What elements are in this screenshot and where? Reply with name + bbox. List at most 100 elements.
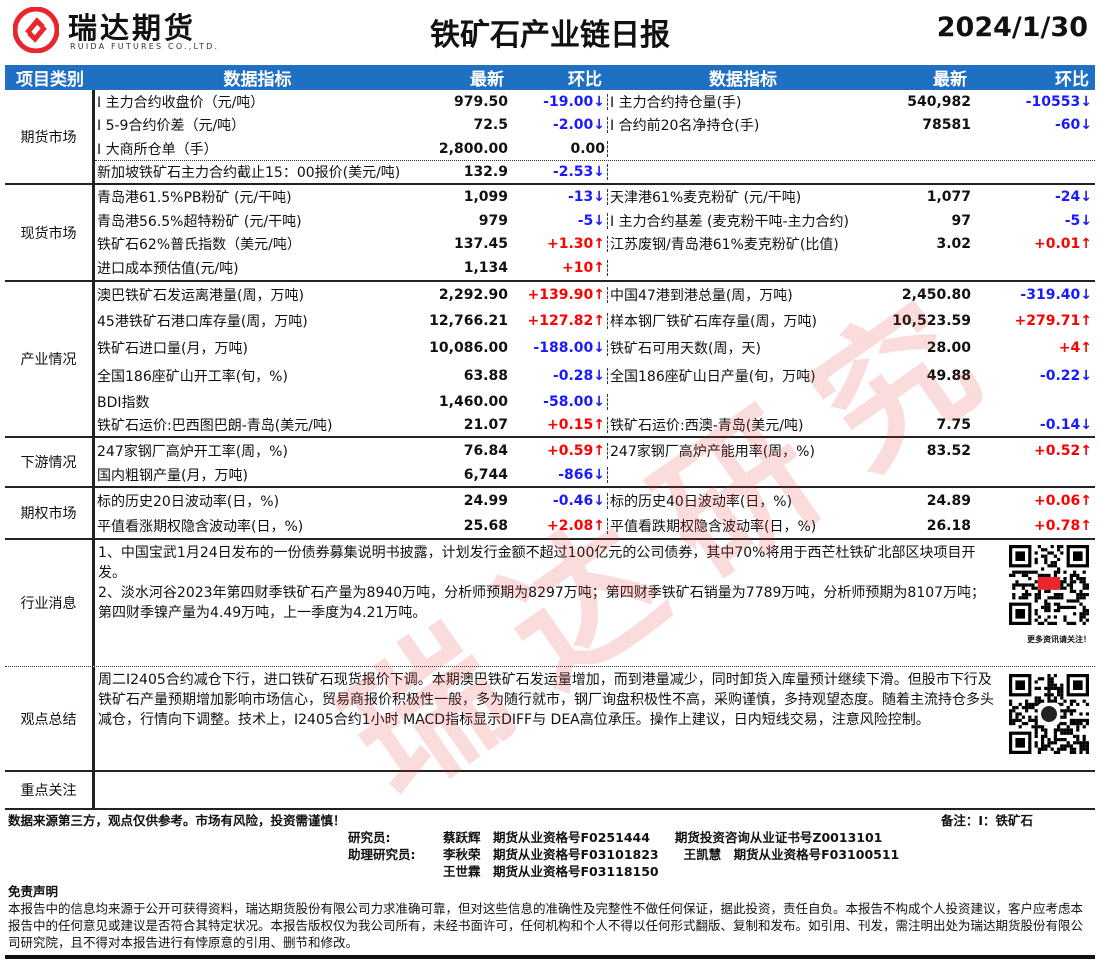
latest-value: 6,744 xyxy=(463,466,508,483)
indicator-name-2: 江苏废钢/青岛港61%麦克粉矿(比值) xyxy=(610,236,839,253)
change-value-2: +0.01↑ xyxy=(1033,235,1092,252)
change-value-2: -10553↓ xyxy=(1025,93,1092,110)
section-industry: 产业情况 澳巴铁矿石发运离港量(周，万吨) 2,292.90 +139.90↑ 中国47… xyxy=(5,282,1095,438)
table-row: I 大商所仓单（手） 2,800.00 0.00 xyxy=(95,137,1095,160)
latest-value: 63.88 xyxy=(463,368,508,384)
category-label: 下游情况 xyxy=(5,438,95,486)
latest-value-2: 26.18 xyxy=(926,517,971,534)
indicator-name-2: 全国186座矿山日产量(旬，万吨) xyxy=(610,369,816,385)
indicator-name: 青岛港56.5%超特粉矿 (元/干吨) xyxy=(97,213,302,230)
category-label: 产业情况 xyxy=(5,282,95,436)
table-row: BDI指数 1,460.00 -58.00↓ xyxy=(95,390,1095,414)
change-value: -58.00↓ xyxy=(510,394,608,410)
latest-value-2: 1,077 xyxy=(926,189,971,205)
indicator-name-2: 铁矿石可用天数(周，天) xyxy=(610,341,761,357)
latest-value: 1,134 xyxy=(463,259,508,276)
change-value: +2.08↑ xyxy=(510,517,608,534)
col-latest: 最新 xyxy=(470,70,504,90)
table-row: 新加坡铁矿石主力合约截止15：00报价(美元/吨) 132.9 -2.53↓ xyxy=(95,160,1095,183)
indicator-name: 全国186座矿山开工率(旬，%) xyxy=(97,369,288,385)
change-value: +139.90↑ xyxy=(510,286,608,303)
qr-caption: 更多资讯请关注！ xyxy=(1027,635,1091,644)
indicator-name-2: 中国47港到港总量(周，万吨) xyxy=(610,287,793,304)
table-row: 进口成本预估值(元/吨) 1,134 +10↑ xyxy=(95,255,1095,280)
latest-value: 21.07 xyxy=(463,417,508,433)
change-value: -0.28↓ xyxy=(510,368,608,384)
category-label: 观点总结 xyxy=(5,667,95,770)
disclaimer-text: 本报告中的信息均来源于公开可获得资料，瑞达期货股份有限公司力求准确可靠，但对这些… xyxy=(8,901,1084,950)
change-value: +0.15↑ xyxy=(510,417,608,433)
table-row: 青岛港61.5%PB粉矿 (元/干吨) 1,099 -13↓ 天津港61%麦克粉矿 (… xyxy=(95,185,1095,209)
indicator-name-2: 铁矿石运价:西澳-青岛(美元/吨) xyxy=(610,418,804,434)
latest-value: 12,766.21 xyxy=(429,312,508,329)
table-header: 项目类别 数据指标 最新 环比 数据指标 最新 环比 xyxy=(5,65,1095,90)
table-row: 247家钢厂高炉开工率(周，%) 76.84 +0.59↑ 247家钢厂高炉产能用率(… xyxy=(95,438,1095,463)
footer: 数据来源第三方，观点仅供参考。市场有风险，投资需谨慎！ 备注：I：铁矿石 研究员:… xyxy=(8,812,1093,951)
indicator-name-2: 标的历史40日波动率(日，%) xyxy=(610,493,793,510)
table-row: 澳巴铁矿石发运离港量(周，万吨) 2,292.90 +139.90↑ 中国47港到港总… xyxy=(95,282,1095,307)
table-row: 铁矿石运价:巴西图巴朗-青岛(美元/吨) 21.07 +0.15↑ 铁矿石运价:西澳-… xyxy=(95,414,1095,436)
change-value: -5↓ xyxy=(510,212,608,229)
news-text: 1、中国宝武1月24日发布的一份债券募集说明书披露，计划发行金额不超过100亿元… xyxy=(95,540,1095,666)
report-date: 2024/1/30 xyxy=(936,12,1088,43)
indicator-name: 45港铁矿石港口库存量(周，万吨) xyxy=(97,313,308,330)
change-value-2: -0.22↓ xyxy=(1039,368,1092,384)
change-value: -0.46↓ xyxy=(510,492,608,509)
category-label: 重点关注 xyxy=(5,772,95,808)
table-row: 铁矿石进口量(月，万吨) 10,086.00 -188.00↓ 铁矿石可用天数(周，天… xyxy=(95,334,1095,362)
category-label: 现货市场 xyxy=(5,185,95,280)
latest-value: 72.5 xyxy=(473,117,508,133)
company-logo: 瑞达期货 RUIDA FUTURES CO.,LTD. xyxy=(8,5,268,55)
change-value-2: +0.52↑ xyxy=(1033,442,1092,459)
assistant-info-2: 王世霖 期货从业资格号F03118150 xyxy=(443,864,659,879)
ruida-logo-icon xyxy=(13,7,59,53)
report-header: 瑞达期货 RUIDA FUTURES CO.,LTD. 铁矿石产业链日报 202… xyxy=(0,0,1100,62)
indicator-name-2: 天津港61%麦克粉矿 (元/干吨) xyxy=(610,190,802,206)
latest-value-2: 7.75 xyxy=(936,417,971,433)
news-content: 1、中国宝武1月24日发布的一份债券募集说明书披露，计划发行金额不超过100亿元… xyxy=(98,545,986,621)
change-value: -19.00↓ xyxy=(510,93,608,110)
table-row: I 主力合约收盘价（元/吨） 979.50 -19.00↓ I 主力合约持仓量(手) 5… xyxy=(95,90,1095,113)
indicator-name: I 主力合约收盘价（元/吨） xyxy=(97,94,265,111)
table-row: 标的历史20日波动率(日，%) 24.99 -0.46↓ 标的历史40日波动率(日，%… xyxy=(95,488,1095,513)
indicator-name: BDI指数 xyxy=(97,395,150,411)
table-row: 全国186座矿山开工率(旬，%) 63.88 -0.28↓ 全国186座矿山日产量(旬… xyxy=(95,362,1095,390)
section-futures: 期货市场 I 主力合约收盘价（元/吨） 979.50 -19.00↓ I 主力合约持仓量… xyxy=(5,90,1095,185)
change-value: +10↑ xyxy=(510,259,608,276)
section-opinion: 观点总结 周二I2405合约减仓下行，进口铁矿石现货报价下调。本期澳巴铁矿石发运… xyxy=(5,667,1095,772)
indicator-name: 铁矿石进口量(月，万吨) xyxy=(97,341,248,357)
indicator-name: 平值看涨期权隐含波动率(日，%) xyxy=(97,518,304,535)
data-table: 项目类别 数据指标 最新 环比 数据指标 最新 环比 期货市场 I 主力合约收盘价… xyxy=(5,65,1095,810)
category-label: 行业消息 xyxy=(5,540,95,666)
change-value-2: +279.71↑ xyxy=(1014,312,1093,329)
logo-subtext: RUIDA FUTURES CO.,LTD. xyxy=(70,42,220,51)
opinion-content: 周二I2405合约减仓下行，进口铁矿石现货报价下调。本期澳巴铁矿石发运量增加，而… xyxy=(98,672,994,728)
indicator-name: 澳巴铁矿石发运离港量(周，万吨) xyxy=(97,287,304,304)
indicator-name-2: 247家钢厂高炉产能用率(周，%) xyxy=(610,443,815,460)
table-row: 平值看涨期权隐含波动率(日，%) 25.68 +2.08↑ 平值看跌期权隐含波动率(日… xyxy=(95,513,1095,538)
latest-value: 979 xyxy=(478,212,508,229)
table-row: 青岛港56.5%超特粉矿 (元/干吨) 979 -5↓ I 主力合约基差 (麦克粉干吨… xyxy=(95,209,1095,232)
indicator-name-2: I 合约前20名净持仓(手) xyxy=(610,118,760,134)
category-label: 期权市场 xyxy=(5,488,95,538)
change-value: +127.82↑ xyxy=(510,312,608,329)
logo-text: 瑞达期货 xyxy=(68,11,197,45)
change-value: -2.00↓ xyxy=(510,117,608,133)
col-change: 环比 xyxy=(568,70,602,90)
col-latest-2: 最新 xyxy=(933,70,967,90)
latest-value: 979.50 xyxy=(453,93,508,110)
table-row: 铁矿石62%普氏指数（美元/吨） 137.45 +1.30↑ 江苏废钢/青岛港61%麦… xyxy=(95,232,1095,255)
table-row: I 5-9合约价差（元/吨） 72.5 -2.00↓ I 合约前20名净持仓(手) 78… xyxy=(95,113,1095,137)
change-value-2: -319.40↓ xyxy=(1020,286,1092,303)
change-value-2: -5↓ xyxy=(1064,212,1092,229)
assistant-info: 李秋荣 期货从业资格号F03101823 王凯慧 期货从业资格号F0310051… xyxy=(443,847,900,862)
indicator-name: 青岛港61.5%PB粉矿 (元/干吨) xyxy=(97,190,292,206)
latest-value-2: 28.00 xyxy=(926,340,971,356)
latest-value: 24.99 xyxy=(463,492,508,509)
latest-value-2: 10,523.59 xyxy=(892,312,971,329)
indicator-name-2: I 主力合约基差 (麦克粉干吨-主力合约) xyxy=(610,213,850,230)
category-label: 期货市场 xyxy=(5,90,95,183)
qr-code-icon xyxy=(1009,545,1089,625)
change-value: -13↓ xyxy=(510,189,608,205)
latest-value: 25.68 xyxy=(463,517,508,534)
